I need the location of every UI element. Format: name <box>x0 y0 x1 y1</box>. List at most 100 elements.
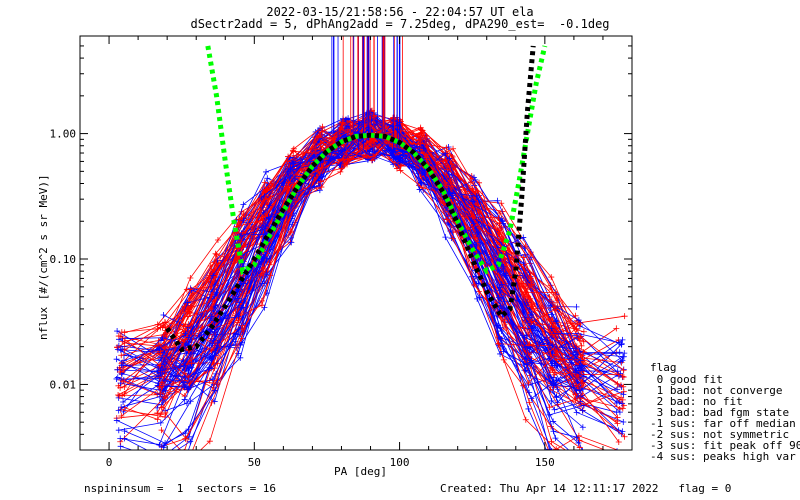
trace-point <box>472 176 479 183</box>
trace-point <box>113 375 120 382</box>
trace-point <box>619 405 626 412</box>
trace-point <box>161 394 168 401</box>
trace-point <box>580 328 587 335</box>
trace-point <box>579 457 585 463</box>
trace-point <box>113 356 120 363</box>
trace-point <box>154 410 161 417</box>
trace-point <box>548 397 555 404</box>
trace-point <box>116 392 123 399</box>
trace-point <box>187 398 194 405</box>
trace-point <box>183 400 190 407</box>
trace-point <box>238 335 245 342</box>
trace-point <box>293 198 300 205</box>
plot-frame <box>79 35 633 451</box>
trace-point <box>579 407 586 414</box>
trace-point <box>620 388 627 395</box>
trace-point <box>185 305 192 312</box>
trace-point <box>575 439 582 446</box>
trace-point <box>527 275 534 282</box>
trace-point <box>618 340 625 347</box>
trace-point <box>500 348 507 355</box>
trace-point <box>577 457 583 463</box>
trace-point <box>615 439 622 446</box>
trace-point <box>614 386 621 393</box>
x-tick-label: 150 <box>535 456 555 469</box>
trace-point <box>118 352 125 359</box>
trace-point <box>208 306 215 313</box>
trace-point <box>210 272 217 279</box>
trace-point <box>155 457 161 463</box>
trace-point <box>397 167 404 174</box>
trace-point <box>546 404 553 411</box>
trace-point <box>154 416 161 423</box>
trace-point <box>159 457 165 463</box>
trace-point <box>444 166 451 173</box>
trace-point <box>526 345 533 352</box>
trace-point <box>497 324 504 331</box>
trace-point <box>156 391 163 398</box>
trace-point <box>188 452 194 458</box>
trace-point <box>284 211 291 218</box>
trace-point <box>288 229 295 236</box>
trace-point <box>117 443 124 450</box>
trace-point <box>576 387 583 394</box>
trace-point <box>213 289 220 296</box>
trace-point <box>476 294 483 301</box>
trace-point <box>236 299 243 306</box>
trace-point <box>160 322 167 329</box>
trace-point <box>157 350 164 357</box>
trace-point <box>574 457 580 463</box>
trace-point <box>114 328 121 335</box>
x-axis-label: PA [deg] <box>334 465 387 478</box>
trace-point <box>317 140 324 147</box>
trace-point <box>616 409 623 416</box>
trace-point <box>576 394 583 401</box>
trace-point <box>258 297 265 304</box>
trace-point <box>498 200 505 207</box>
trace-point <box>621 350 628 357</box>
trace-point <box>234 295 241 302</box>
fit-curves <box>165 45 548 353</box>
trace-point <box>240 217 247 224</box>
trace-point <box>526 283 533 290</box>
trace-point <box>473 193 480 200</box>
trace-point <box>499 217 506 224</box>
trace-point <box>616 457 622 463</box>
trace-point <box>443 144 450 151</box>
trace-point <box>114 344 121 351</box>
trace-point <box>160 332 167 339</box>
trace-point <box>548 274 555 281</box>
trace-point <box>156 345 163 352</box>
trace-point <box>368 116 375 123</box>
chart-subtitle: dSectr2add = 5, dPhAng2add = 7.25deg, dP… <box>190 17 610 31</box>
trace-point <box>443 176 450 183</box>
trace-point <box>261 304 268 311</box>
trace-point <box>206 438 213 445</box>
trace-point <box>265 214 272 221</box>
trace-point <box>121 347 128 354</box>
trace-point <box>620 391 627 398</box>
trace-point <box>546 294 553 301</box>
trace-point <box>259 217 266 224</box>
trace-point <box>619 454 625 460</box>
trace-point <box>184 299 191 306</box>
trace-point <box>159 334 166 341</box>
trace-point <box>210 380 217 387</box>
trace-point <box>500 294 507 301</box>
trace-point <box>212 250 219 257</box>
trace-point <box>390 154 397 161</box>
trace-point <box>548 438 555 445</box>
trace-point <box>449 195 456 202</box>
trace-point <box>417 179 424 186</box>
trace-point <box>496 210 503 217</box>
trace-point <box>289 221 296 228</box>
trace-point <box>158 379 165 386</box>
trace-point <box>315 183 322 190</box>
trace-point <box>552 303 559 310</box>
trace-point <box>318 178 325 185</box>
trace-point <box>573 457 579 463</box>
trace-point <box>235 216 242 223</box>
trace-point <box>475 280 482 287</box>
trace-line <box>116 126 580 448</box>
trace-point <box>573 409 580 416</box>
